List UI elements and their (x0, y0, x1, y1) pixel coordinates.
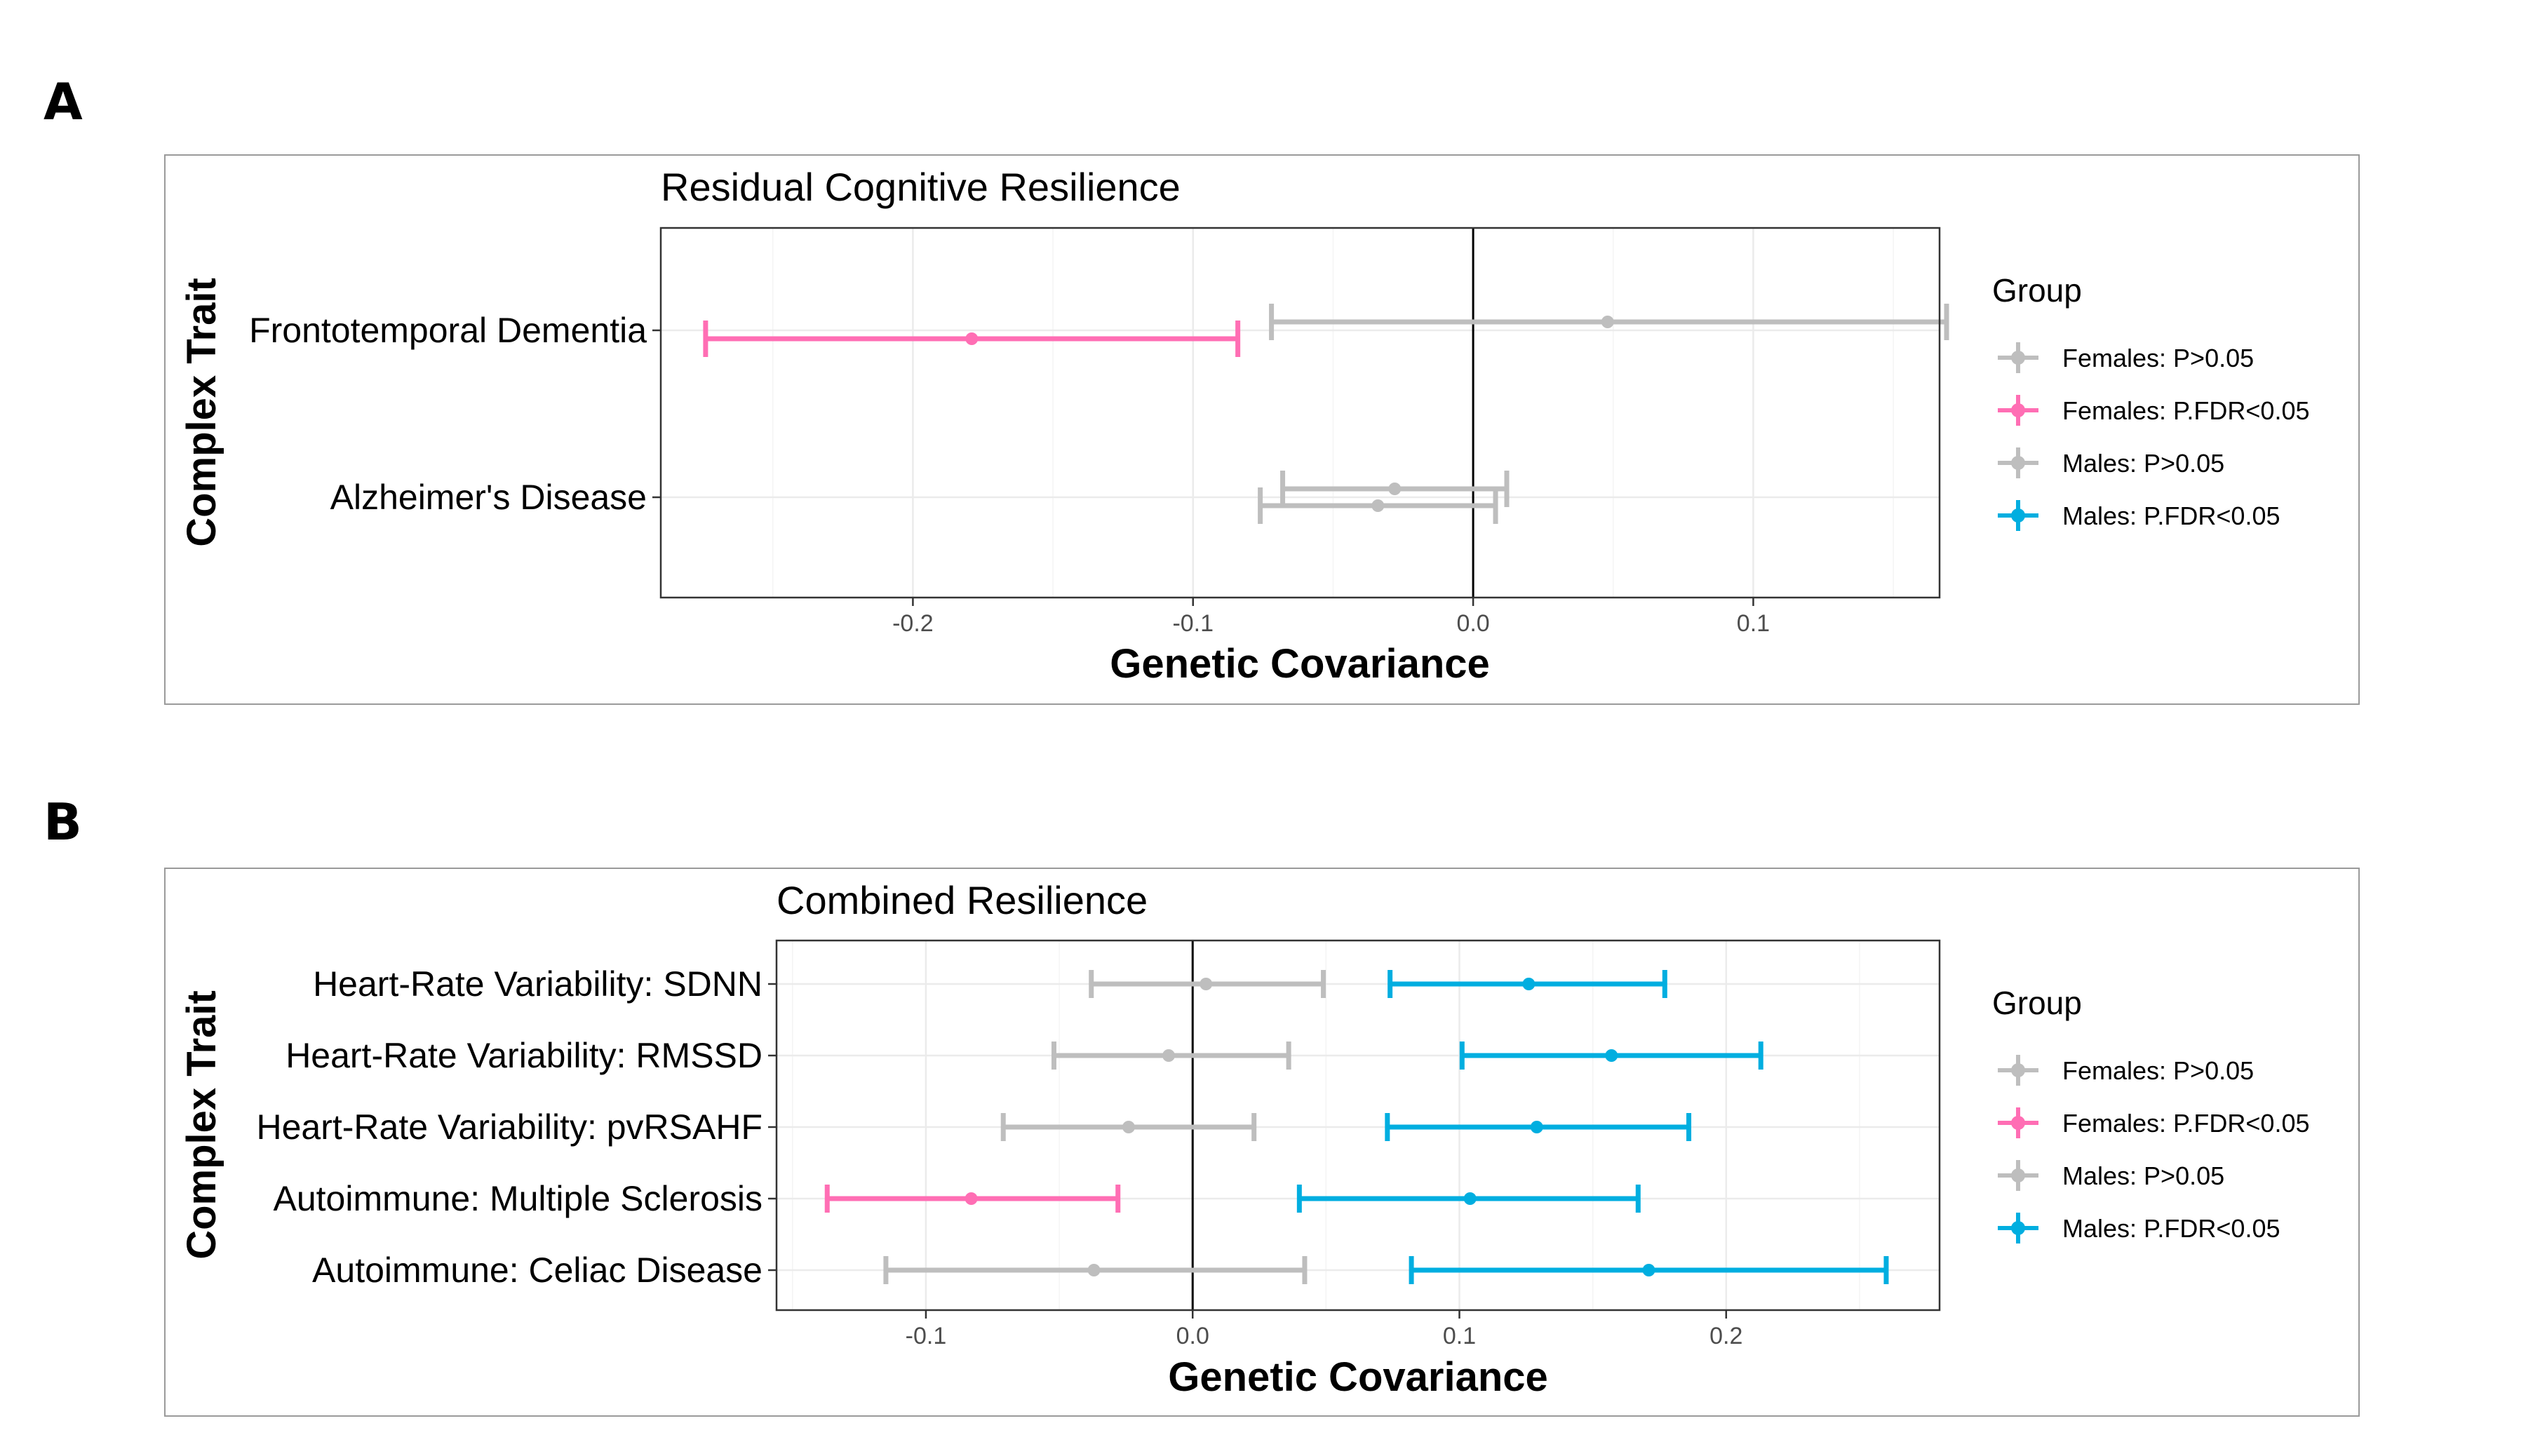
plot-frame (659, 227, 1941, 599)
y-tick-label: Autoimmune: Celiac Disease (312, 1251, 762, 1290)
estimate-point (965, 1192, 978, 1205)
panel-letter: B (43, 793, 82, 851)
y-axis-title: Complex Trait (179, 278, 224, 547)
legend-label: Males: P.FDR<0.05 (2062, 1214, 2280, 1243)
error-bar (824, 1185, 1121, 1213)
error-bar (1388, 970, 1667, 998)
estimate-point (1200, 978, 1213, 990)
x-tick-label: -0.1 (906, 1323, 947, 1349)
estimate-point (965, 332, 979, 345)
chart-title: Residual Cognitive Resilience (661, 165, 1181, 209)
estimate-point (1463, 1192, 1477, 1205)
legend-key-point (2011, 456, 2025, 470)
estimate-point (1371, 499, 1385, 512)
estimate-point (1522, 978, 1536, 990)
legend-label: Females: P>0.05 (2062, 1056, 2254, 1085)
legend-item: Males: P.FDR<0.05 (1998, 1213, 2280, 1243)
error-bar (1089, 970, 1326, 998)
legend-key-point (2011, 1116, 2025, 1130)
x-tick-label: 0.1 (1443, 1323, 1476, 1349)
plot-frame (775, 939, 1941, 1312)
x-tick-label: 0.0 (1176, 1323, 1209, 1349)
y-tick-label: Heart-Rate Variability: pvRSAHF (256, 1107, 762, 1147)
legend-item: Females: P.FDR<0.05 (1998, 1107, 2310, 1138)
legend-label: Males: P>0.05 (2062, 1161, 2224, 1190)
y-tick-label: Autoimmune: Multiple Sclerosis (274, 1179, 763, 1218)
error-bar (1051, 1042, 1291, 1070)
panel-letter: A (43, 72, 83, 131)
error-bar (1258, 487, 1498, 524)
error-bars (824, 970, 1889, 1284)
legend-title: Group (1992, 272, 2082, 309)
x-tick-label: 0.2 (1709, 1323, 1742, 1349)
legend-key-point (2011, 508, 2025, 523)
legend-label: Males: P.FDR<0.05 (2062, 501, 2280, 530)
error-bar (1409, 1256, 1889, 1284)
error-bar (703, 321, 1241, 357)
legend-item: Males: P>0.05 (1998, 447, 2224, 478)
estimate-point (1530, 1121, 1543, 1133)
grid (661, 228, 1940, 598)
panel-a: A Residual Cognitive Resilience Frontote… (43, 72, 2360, 705)
error-bars (703, 304, 1949, 524)
legend-label: Females: P.FDR<0.05 (2062, 396, 2310, 425)
legend-item: Females: P.FDR<0.05 (1998, 395, 2310, 426)
x-axis-ticks: -0.2 -0.1 0.0 0.1 (892, 598, 1770, 637)
x-tick-label: 0.1 (1737, 610, 1770, 637)
panel-b: B Combined Resilience Heart-Rate Variabi… (43, 793, 2360, 1417)
y-axis-categories: Heart-Rate Variability: SDNN Heart-Rate V… (256, 964, 777, 1290)
error-bar (1385, 1113, 1692, 1141)
x-axis-title: Genetic Covariance (1168, 1354, 1548, 1400)
legend-label: Males: P>0.05 (2062, 449, 2224, 478)
x-tick-label: -0.2 (892, 610, 934, 637)
legend-key-point (2011, 1063, 2025, 1077)
estimate-point (1087, 1264, 1101, 1276)
legend-key-point (2011, 403, 2025, 417)
chart-title: Combined Resilience (777, 878, 1148, 922)
legend-key-point (2011, 1221, 2025, 1235)
error-bar (1269, 304, 1949, 340)
y-tick-label: Heart-Rate Variability: RMSSD (285, 1036, 762, 1075)
y-axis-categories: Frontotemporal Dementia Alzheimer's Disea… (249, 311, 661, 517)
y-tick-label: Heart-Rate Variability: SDNN (313, 964, 762, 1004)
error-bar (1000, 1113, 1257, 1141)
y-axis-title: Complex Trait (179, 990, 224, 1260)
error-bar (1296, 1185, 1641, 1213)
estimate-point (1642, 1264, 1655, 1276)
x-tick-label: 0.0 (1456, 610, 1489, 637)
legend-item: Females: P>0.05 (1998, 342, 2254, 373)
estimate-point (1162, 1049, 1176, 1062)
x-axis-ticks: -0.1 0.0 0.1 0.2 (906, 1310, 1742, 1349)
x-axis-title: Genetic Covariance (1110, 641, 1490, 687)
panel-border (164, 154, 2360, 705)
legend-item: Males: P>0.05 (1998, 1160, 2224, 1191)
estimate-point (1388, 483, 1402, 495)
estimate-point (1601, 316, 1614, 328)
error-bar (1280, 471, 1510, 507)
y-tick-label: Alzheimer's Disease (330, 478, 647, 517)
legend-key-point (2011, 351, 2025, 365)
legend-label: Females: P.FDR<0.05 (2062, 1109, 2310, 1138)
estimate-point (1605, 1049, 1618, 1062)
legend-item: Females: P>0.05 (1998, 1055, 2254, 1086)
legend: Group Females: P>0.05 Females: P.FDR<0.05 M… (1992, 985, 2310, 1243)
grid (777, 941, 1940, 1310)
legend-label: Females: P>0.05 (2062, 344, 2254, 372)
x-tick-label: -0.1 (1172, 610, 1214, 637)
legend-title: Group (1992, 985, 2082, 1021)
estimate-point (1122, 1121, 1135, 1133)
legend-item: Males: P.FDR<0.05 (1998, 500, 2280, 531)
panel-border (164, 868, 2360, 1417)
y-tick-label: Frontotemporal Dementia (249, 311, 647, 350)
legend: Group Females: P>0.05 Females: P.FDR<0.05 M… (1992, 272, 2310, 531)
error-bar (1459, 1042, 1763, 1070)
error-bar (883, 1256, 1308, 1284)
legend-key-point (2011, 1168, 2025, 1182)
